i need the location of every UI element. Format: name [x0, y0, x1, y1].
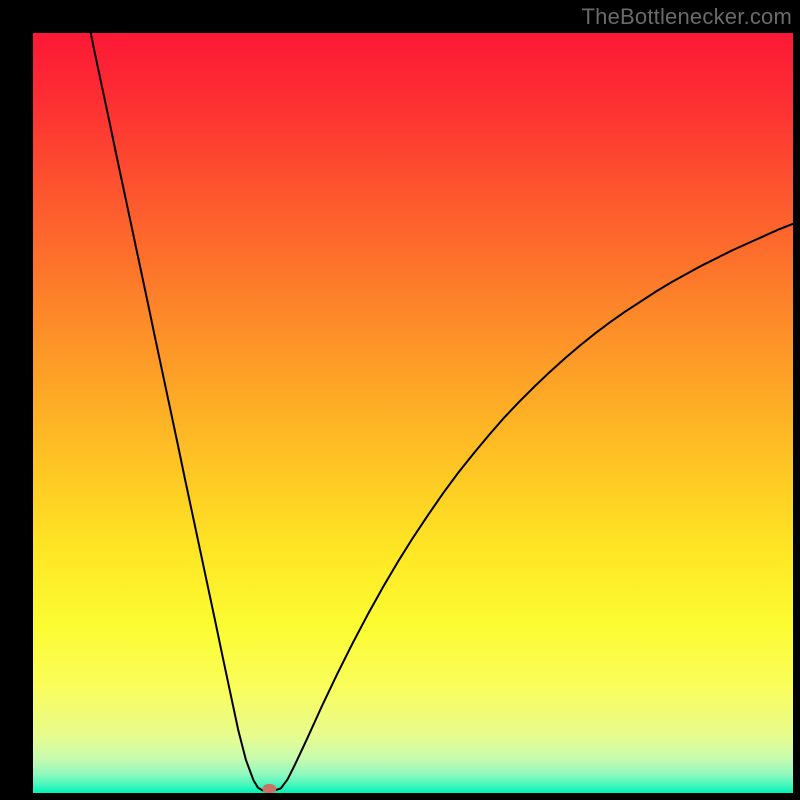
watermark-text: TheBottlenecker.com: [582, 4, 792, 30]
curve-layer: [33, 33, 793, 793]
optimum-marker: [262, 784, 276, 793]
chart-container: { "chart": { "type": "line", "canvas_siz…: [0, 0, 800, 800]
bottleneck-curve: [91, 33, 793, 790]
plot-area: [33, 33, 793, 793]
